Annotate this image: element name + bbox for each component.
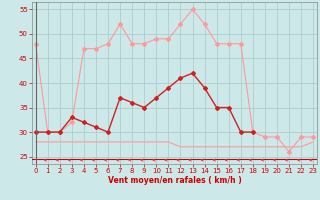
X-axis label: Vent moyen/en rafales ( km/h ): Vent moyen/en rafales ( km/h ): [108, 176, 241, 185]
